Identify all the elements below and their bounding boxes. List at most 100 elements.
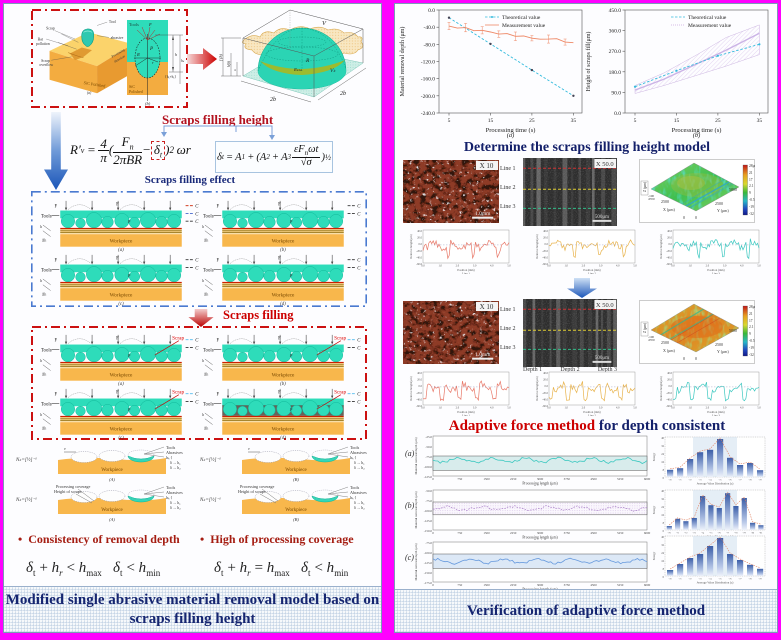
svg-text:Tools: Tools xyxy=(129,22,139,27)
svg-text:Δh: Δh xyxy=(42,372,46,376)
svg-text:-76: -76 xyxy=(728,479,732,482)
svg-text:-78: -78 xyxy=(748,479,752,482)
svg-text:abrasive: abrasive xyxy=(111,36,124,40)
svg-text:-20.0: -20.0 xyxy=(666,392,672,395)
svg-text:0.0: 0.0 xyxy=(545,243,549,246)
svg-text:2b: 2b xyxy=(270,97,276,103)
svg-text:2b: 2b xyxy=(340,91,346,97)
svg-text:500μm: 500μm xyxy=(595,215,609,220)
svg-text:Δh: Δh xyxy=(204,238,208,242)
svg-text:h(δ): h(δ) xyxy=(227,60,231,67)
svg-text:X (μm): X (μm) xyxy=(663,348,675,353)
svg-text:2500: 2500 xyxy=(715,201,723,206)
svg-text:-200.0: -200.0 xyxy=(421,94,435,100)
svg-text:9: 9 xyxy=(749,191,751,195)
svg-text:-78: -78 xyxy=(748,578,752,581)
svg-text:(d): (d) xyxy=(280,436,286,440)
svg-text:X 50.0: X 50.0 xyxy=(596,302,614,309)
svg-text:3.0: 3.0 xyxy=(723,265,727,268)
svg-text:Tools: Tools xyxy=(41,268,52,273)
svg-text:hₖ: hₖ xyxy=(181,59,185,63)
svg-text:4.0: 4.0 xyxy=(490,407,494,410)
svg-text:-20.0: -20.0 xyxy=(416,392,422,395)
svg-text:Workpiece: Workpiece xyxy=(272,372,295,378)
svg-text:Line 2: Line 2 xyxy=(588,414,596,417)
svg-text:Scrap: Scrap xyxy=(41,59,50,63)
svg-text:3.0: 3.0 xyxy=(723,407,727,410)
svg-text:-125.0: -125.0 xyxy=(424,475,433,479)
svg-text:-20.0: -20.0 xyxy=(666,250,672,253)
svg-text:Remove height(μm): Remove height(μm) xyxy=(659,234,663,258)
svg-text:overflow: overflow xyxy=(39,63,53,67)
svg-text:-76: -76 xyxy=(728,578,732,581)
svg-text:180.0: 180.0 xyxy=(609,70,622,76)
svg-text:F: F xyxy=(54,393,57,398)
svg-text:32: 32 xyxy=(661,445,664,448)
svg-text:-73: -73 xyxy=(698,479,702,482)
svg-text:Scrap: Scrap xyxy=(172,336,184,342)
svg-text:δ → h₂: δ → h₂ xyxy=(170,465,181,470)
svg-text:-80: -80 xyxy=(751,532,755,535)
svg-text:1.0: 1.0 xyxy=(438,265,442,268)
svg-text:Scrap: Scrap xyxy=(172,390,184,396)
svg-text:-70: -70 xyxy=(668,479,672,482)
svg-text:-79: -79 xyxy=(743,532,747,535)
svg-text:2.0: 2.0 xyxy=(456,407,460,410)
svg-text:40.0: 40.0 xyxy=(417,230,422,233)
svg-text:hₖ {: hₖ { xyxy=(350,495,356,500)
svg-text:9: 9 xyxy=(749,332,751,336)
svg-text:0.0: 0.0 xyxy=(671,265,675,268)
svg-text:V: V xyxy=(322,20,327,27)
svg-text:40: 40 xyxy=(661,437,664,440)
svg-text:5000: 5000 xyxy=(729,328,737,333)
svg-text:Material removal depth (μm): Material removal depth (μm) xyxy=(414,437,418,474)
svg-text:2.0: 2.0 xyxy=(706,265,710,268)
svg-text:0.0: 0.0 xyxy=(545,385,549,388)
svg-text:32: 32 xyxy=(661,498,664,501)
svg-text:(c): (c) xyxy=(118,436,124,440)
svg-text:-73: -73 xyxy=(693,532,697,535)
svg-text:F: F xyxy=(278,337,281,342)
svg-text:Measurement value: Measurement value xyxy=(688,23,732,29)
svg-text:h: h xyxy=(40,359,42,363)
svg-text:20.0: 20.0 xyxy=(543,379,548,382)
svg-text:pollution: pollution xyxy=(36,42,50,46)
svg-text:Abrasives: Abrasives xyxy=(166,450,183,455)
svg-text:Δh: Δh xyxy=(204,426,208,430)
svg-text:-60.0: -60.0 xyxy=(416,405,422,408)
svg-text:90.0: 90.0 xyxy=(611,90,621,96)
svg-text:r: r xyxy=(152,60,154,65)
svg-text:-160.0: -160.0 xyxy=(421,77,435,83)
svg-text:21: 21 xyxy=(749,312,753,316)
svg-text:24: 24 xyxy=(661,552,664,555)
svg-text:Energy: Energy xyxy=(652,452,656,461)
svg-text:-74: -74 xyxy=(701,532,705,535)
svg-text:4500: 4500 xyxy=(590,583,597,587)
svg-text:40.0: 40.0 xyxy=(667,230,672,233)
svg-text:Processing: Processing xyxy=(111,48,126,59)
svg-text:35: 35 xyxy=(571,118,577,124)
svg-text:3750: 3750 xyxy=(564,477,571,481)
svg-text:C: C xyxy=(195,393,199,398)
svg-text:C: C xyxy=(357,212,361,217)
svg-text:0.0: 0.0 xyxy=(614,111,621,117)
svg-text:8: 8 xyxy=(663,568,665,571)
svg-text:(b): (b) xyxy=(280,382,286,386)
svg-text:(a): (a) xyxy=(87,91,92,95)
svg-text:h: h xyxy=(40,225,42,229)
svg-text:(b): (b) xyxy=(693,132,701,139)
svg-text:Y (μm): Y (μm) xyxy=(717,208,729,213)
svg-text:X 10: X 10 xyxy=(480,303,494,311)
svg-text:-73: -73 xyxy=(698,578,702,581)
svg-text:(b): (b) xyxy=(145,101,151,106)
svg-text:C: C xyxy=(357,259,361,264)
svg-text:0.0: 0.0 xyxy=(547,407,551,410)
svg-text:Tools: Tools xyxy=(203,348,214,353)
svg-text:0: 0 xyxy=(432,531,434,535)
svg-text:5250: 5250 xyxy=(617,477,624,481)
svg-text:Δh: Δh xyxy=(204,292,208,296)
svg-text:F: F xyxy=(54,339,57,344)
svg-text:Depth 1: Depth 1 xyxy=(534,486,546,487)
svg-text:δ → h₁: δ → h₁ xyxy=(170,500,181,505)
svg-text:15: 15 xyxy=(488,118,494,124)
